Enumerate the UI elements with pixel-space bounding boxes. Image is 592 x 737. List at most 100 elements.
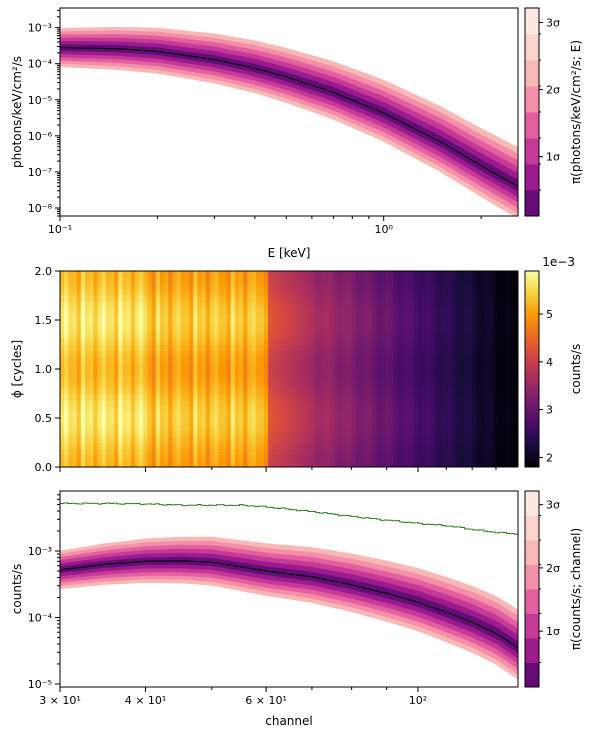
heatmap-cell [259, 283, 265, 290]
heatmap-cell [122, 381, 128, 388]
heatmap-cell [251, 375, 257, 382]
heatmap-cell [201, 350, 207, 358]
heatmap-cell [368, 338, 373, 345]
heatmap-cell [276, 332, 282, 339]
heatmap-cell [338, 381, 344, 388]
heatmap-cell [413, 356, 419, 364]
heatmap-cell [388, 411, 394, 419]
heatmap-cell [247, 405, 252, 413]
heatmap-cell [172, 326, 177, 333]
heatmap-cell [363, 326, 369, 333]
heatmap-cell [147, 424, 152, 431]
heatmap-cell [418, 332, 423, 339]
heatmap-cell [272, 356, 277, 364]
heatmap-cell [476, 344, 481, 352]
heatmap-cell [293, 326, 298, 333]
heatmap-cell [239, 362, 244, 370]
heatmap-cell [118, 399, 123, 407]
heatmap-cell [476, 369, 481, 376]
heatmap-cell [468, 430, 473, 437]
heatmap-cell [151, 313, 157, 321]
heatmap-cell [76, 271, 82, 278]
heatmap-cell [318, 344, 323, 352]
heatmap-cell [68, 313, 73, 321]
heatmap-cell [264, 307, 269, 315]
heatmap-cell [184, 454, 190, 462]
heatmap-cell [376, 301, 381, 309]
heatmap-cell [309, 375, 315, 382]
heatmap-cell [463, 436, 469, 443]
heatmap-cell [84, 369, 90, 376]
x-tick-label: 3 × 10¹ [39, 694, 81, 707]
heatmap-cell [255, 387, 261, 394]
heatmap-cell [214, 399, 219, 407]
credible-band [60, 41, 518, 198]
heatmap-cell [305, 338, 311, 345]
heatmap-cell [313, 442, 319, 450]
heatmap-cell [239, 387, 244, 394]
heatmap-cell [505, 387, 511, 394]
heatmap-cell [313, 393, 319, 401]
heatmap-cell [159, 418, 165, 425]
heatmap-cell [338, 313, 344, 321]
heatmap-cell [318, 430, 323, 437]
heatmap-cell [105, 338, 111, 345]
heatmap-cell [226, 350, 232, 358]
heatmap-cell [318, 350, 323, 358]
heatmap-cell [363, 454, 369, 462]
heatmap-cell [313, 411, 319, 419]
heatmap-cell [197, 313, 202, 321]
heatmap-cell [226, 338, 232, 345]
heatmap-cell [305, 454, 311, 462]
heatmap-cell [176, 326, 182, 333]
heatmap-cell [355, 332, 361, 339]
heatmap-cell [101, 405, 107, 413]
heatmap-cell [418, 436, 423, 443]
heatmap-cell [309, 350, 315, 358]
heatmap-cell [189, 283, 194, 290]
heatmap-cell [205, 271, 211, 278]
heatmap-cell [201, 448, 207, 456]
heatmap-cell [418, 411, 423, 419]
heatmap-cell [234, 448, 240, 456]
heatmap-cell [134, 448, 140, 456]
heatmap-cell [184, 283, 190, 290]
heatmap-cell [384, 289, 390, 296]
heatmap-cell [164, 442, 169, 450]
heatmap-cell [289, 369, 294, 376]
heatmap-cell [468, 307, 473, 315]
heatmap-cell [126, 369, 132, 376]
heatmap-cell [409, 295, 415, 303]
heatmap-cell [347, 283, 352, 290]
heatmap-cell [101, 369, 107, 376]
heatmap-cell [455, 436, 461, 443]
heatmap-cell [222, 430, 227, 437]
heatmap-cell [80, 313, 86, 321]
heatmap-cell [193, 387, 198, 394]
heatmap-cell [343, 448, 348, 456]
heatmap-cell [384, 387, 390, 394]
heatmap-cell [476, 405, 481, 413]
heatmap-cell [243, 448, 248, 456]
heatmap-cell [493, 375, 498, 382]
heatmap-cell [84, 454, 90, 462]
heatmap-cell [393, 277, 398, 284]
heatmap-cell [326, 356, 332, 364]
heatmap-cell [193, 350, 198, 358]
heatmap-cell [64, 283, 69, 290]
heatmap-cell [139, 301, 144, 309]
heatmap-cell [234, 338, 240, 345]
heatmap-cell [438, 350, 444, 358]
heatmap-cell [472, 393, 477, 401]
heatmap-cell [351, 332, 357, 339]
heatmap-cell [105, 375, 111, 382]
heatmap-cell [305, 375, 311, 382]
heatmap-cell [347, 277, 352, 284]
heatmap-cell [218, 332, 223, 339]
heatmap-cell [343, 271, 348, 278]
heatmap-cell [334, 332, 340, 339]
heatmap-cell [255, 381, 261, 388]
heatmap-cell [476, 460, 481, 467]
heatmap-cell [393, 283, 398, 290]
heatmap-cell [376, 283, 381, 290]
